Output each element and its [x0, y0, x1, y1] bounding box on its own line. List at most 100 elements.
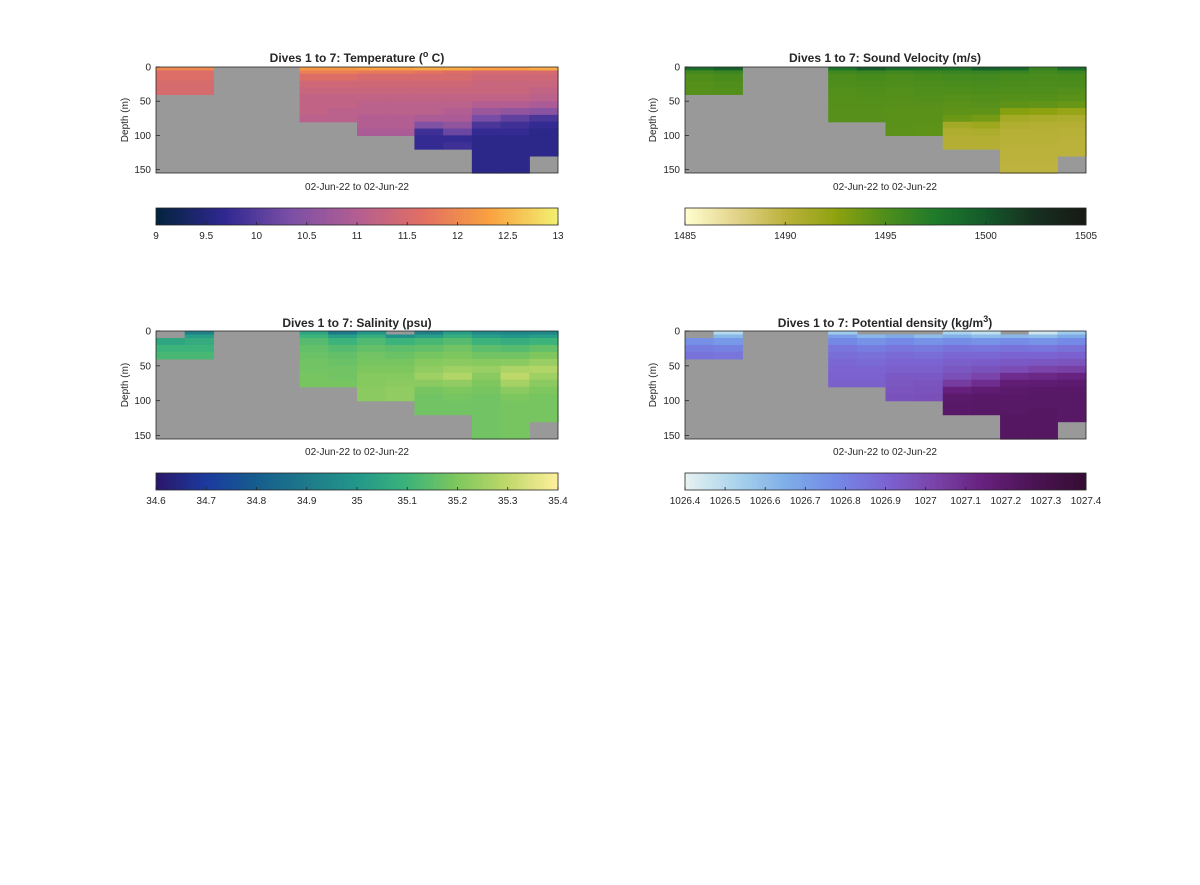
colorbar-segment [969, 473, 973, 490]
heatmap-cell [357, 358, 387, 367]
axes-frame [684, 66, 1087, 174]
colorbar-segment [346, 473, 351, 490]
heatmap-cell [1028, 334, 1058, 339]
colorbar-segment [948, 473, 953, 490]
heatmap-cell [443, 73, 473, 82]
colorbar-segment [918, 473, 923, 490]
colorbar-segment [273, 208, 278, 225]
heatmap-cell [471, 128, 502, 136]
heatmap-cell [856, 334, 887, 339]
colorbar-segment [357, 473, 361, 490]
colorbar-tick-label: 1505 [1075, 231, 1098, 242]
heatmap-cell [1057, 70, 1087, 75]
heatmap-cell [971, 337, 1001, 346]
heatmap-cell [529, 128, 559, 136]
colorbar-ticks: 1485 1490 1495 1500 1505 [674, 222, 1098, 242]
heatmap-cell [1000, 365, 1030, 374]
colorbar-segment [537, 208, 542, 225]
heatmap-cell [1057, 372, 1087, 381]
heatmap-cell [443, 337, 473, 346]
colorbar-segment [715, 473, 719, 490]
colorbar-segment [852, 473, 856, 490]
colorbar-segment [467, 208, 472, 225]
heatmap-cell [713, 331, 743, 336]
colorbar-segment [852, 208, 856, 225]
colorbar-segment [534, 473, 539, 490]
colorbar-segment [932, 473, 937, 490]
colorbar-segment [336, 473, 341, 490]
colorbar-segment [397, 208, 402, 225]
heatmap-cell [1000, 372, 1030, 381]
heatmap-cell [942, 337, 973, 346]
heatmap-cell [1028, 351, 1058, 360]
heatmap-cell [443, 128, 473, 136]
colorbar-segment [798, 208, 803, 225]
heatmap-cell [184, 73, 215, 82]
colorbar-tick-label: 35.2 [448, 496, 468, 507]
heatmap-cell [443, 80, 473, 89]
colorbar-segment [226, 208, 231, 225]
heatmap-cell [357, 114, 387, 123]
heatmap-cell [885, 372, 915, 381]
colorbar-segment [196, 208, 201, 225]
colorbar-segment [832, 473, 836, 490]
colorbar-segment [511, 473, 515, 490]
heatmap-cell [471, 407, 502, 416]
heatmap-cell [1028, 142, 1058, 150]
heatmap-cell [471, 80, 502, 89]
heatmap-cell [357, 121, 387, 130]
colorbar-segment [711, 473, 716, 490]
heatmap-cell [529, 121, 559, 130]
heatmap-cell [500, 121, 530, 130]
colorbar-segment [791, 473, 796, 490]
colorbar-segment [236, 473, 241, 490]
heatmap-cell [914, 372, 944, 381]
colorbar-segment [430, 208, 435, 225]
heatmap-cells [155, 330, 559, 440]
heatmap-cell [971, 331, 1001, 336]
heatmap-cell [357, 70, 387, 75]
colorbar-segment [417, 473, 422, 490]
colorbar-segment [1002, 208, 1007, 225]
colorbar-segment [189, 473, 194, 490]
heatmap-cell [500, 155, 530, 164]
colorbar-segment [521, 208, 525, 225]
heatmap-cell [471, 331, 502, 336]
heatmap-cell [1057, 101, 1087, 109]
colorbar-segment [952, 473, 957, 490]
heatmap-cell [529, 67, 559, 72]
colorbar-segment [447, 473, 452, 490]
colorbar-tick-label: 1027.2 [991, 496, 1022, 507]
heatmap-cell [1028, 421, 1058, 430]
colorbar-segment [1035, 208, 1040, 225]
colorbar-segment [868, 208, 873, 225]
heatmap-cell [184, 70, 215, 75]
heatmap-cell [529, 379, 559, 388]
heatmap-cell [529, 400, 559, 409]
colorbar-segment [835, 208, 840, 225]
y-tick-label: 150 [134, 431, 151, 442]
heatmap-cell [942, 344, 973, 353]
colorbar-segment [892, 208, 897, 225]
heatmap-cell [971, 372, 1001, 381]
heatmap-cell [529, 114, 559, 123]
colorbar-segment [243, 473, 247, 490]
heatmap-cell [1057, 121, 1087, 130]
colorbar-segment [1069, 208, 1074, 225]
colorbar-segment [878, 208, 883, 225]
heatmap-cell [1057, 135, 1087, 143]
heatmap-cell [471, 400, 502, 409]
heatmap-cell [299, 351, 329, 360]
heatmap-cell [828, 73, 858, 82]
colorbar-segment [457, 473, 462, 490]
heatmap-cells [155, 66, 559, 174]
heatmap-cell [856, 337, 887, 346]
heatmap-cell [414, 365, 444, 374]
colorbar-tick-label: 1027.1 [950, 496, 981, 507]
heatmap-cell [385, 67, 416, 72]
colorbar-segment [206, 208, 211, 225]
heatmap-cell [500, 70, 530, 75]
colorbar-segment [755, 208, 760, 225]
colorbar-segment [695, 473, 699, 490]
heatmap-cell [1028, 67, 1058, 72]
